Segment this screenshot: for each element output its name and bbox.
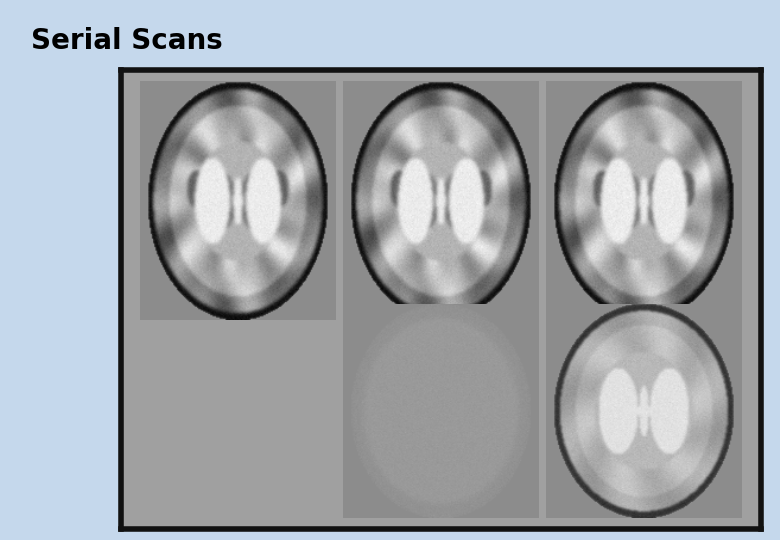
Text: Serial Scans: Serial Scans — [31, 27, 223, 55]
